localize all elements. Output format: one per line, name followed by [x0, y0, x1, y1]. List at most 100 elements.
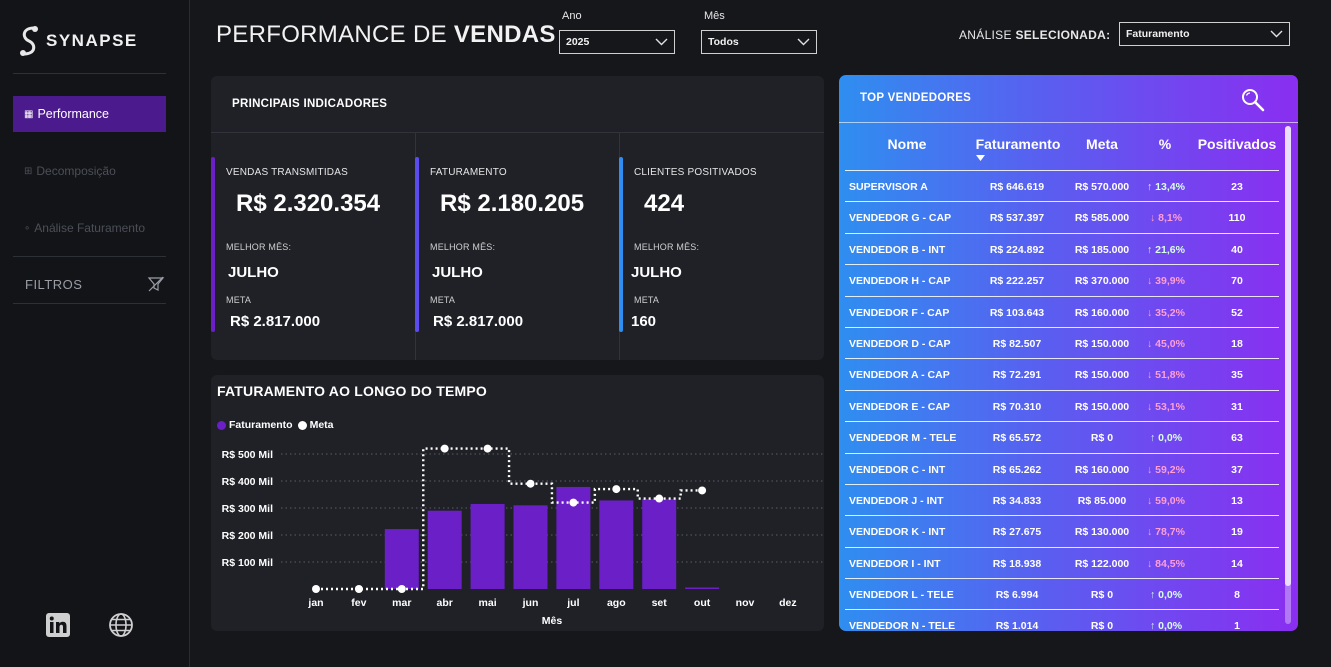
kpi-best-value: JULHO: [228, 264, 279, 281]
y-tick-label: R$ 400 Mil: [222, 476, 273, 488]
table-row[interactable]: VENDEDOR C - INT R$ 65.262 R$ 160.000 ↓ 59,…: [845, 452, 1279, 484]
table-row[interactable]: VENDEDOR K - INT R$ 27.675 R$ 130.000 ↓ 78,…: [845, 515, 1279, 546]
legend-item-meta[interactable]: Meta: [297, 419, 334, 431]
bar-abr[interactable]: [427, 510, 462, 589]
cell-positivados: 13: [1231, 494, 1243, 507]
table-row[interactable]: VENDEDOR M - TELE R$ 65.572 R$ 0 ↑ 0,0% 63: [845, 421, 1279, 452]
column-header-nome[interactable]: Nome: [887, 136, 927, 152]
cell-name: VENDEDOR J - INT: [849, 494, 944, 507]
kpi-panel-title: PRINCIPAIS INDICADORES: [232, 98, 388, 110]
kpi-card-vendas: VENDAS TRANSMITIDAS R$ 2.320.354 MELHOR …: [211, 157, 411, 332]
kpi-value: R$ 2.180.205: [440, 190, 585, 217]
table-row[interactable]: VENDEDOR B - INT R$ 224.892 R$ 185.000 ↑ 21…: [845, 232, 1279, 264]
cell-pct: ↑ 21,6%: [1147, 243, 1185, 256]
cell-pct: ↓ 8,1%: [1149, 212, 1183, 225]
sidebar-item-analise-faturamento[interactable]: ∘ Análise Faturamento: [13, 210, 166, 246]
bar-out[interactable]: [685, 587, 720, 590]
column-header-pct[interactable]: %: [1158, 136, 1172, 152]
bar-mar[interactable]: [384, 529, 419, 589]
kpi-meta-value: 160: [631, 313, 657, 330]
analysis-select[interactable]: Faturamento: [1119, 22, 1290, 46]
table-row[interactable]: VENDEDOR A - CAP R$ 72.291 R$ 150.000 ↓ 51,…: [845, 358, 1279, 389]
cell-faturamento: R$ 6.994: [995, 589, 1039, 602]
linkedin-icon[interactable]: [45, 612, 71, 638]
table-row[interactable]: VENDEDOR J - INT R$ 34.833 R$ 85.000 ↓ 59,0…: [845, 483, 1279, 515]
meta-point-jun[interactable]: [526, 479, 535, 488]
column-header-faturamento[interactable]: Faturamento: [975, 136, 1061, 152]
kpi-best-value: JULHO: [631, 264, 682, 281]
x-tick-label: set: [652, 597, 668, 609]
year-filter-label: Ano: [562, 10, 582, 22]
month-filter-label: Mês: [704, 10, 725, 22]
x-tick-label: fev: [351, 597, 366, 609]
table-row[interactable]: VENDEDOR E - CAP R$ 70.310 R$ 150.000 ↓ 53,…: [845, 389, 1279, 421]
meta-point-abr[interactable]: [440, 444, 449, 453]
bar-jun[interactable]: [513, 505, 548, 589]
cell-pct: ↑ 0,0%: [1149, 620, 1183, 631]
kpi-label: CLIENTES POSITIVADOS: [634, 167, 757, 178]
table-row[interactable]: VENDEDOR D - CAP R$ 82.507 R$ 150.000 ↓ 45,…: [845, 326, 1279, 358]
cell-pct: ↑ 13,4%: [1147, 181, 1185, 193]
meta-point-jul[interactable]: [569, 498, 578, 507]
table-row[interactable]: VENDEDOR I - INT R$ 18.938 R$ 122.000 ↓ 84,…: [845, 546, 1279, 578]
sidebar-item-decomposicao[interactable]: ⊞ Decomposição: [13, 153, 166, 189]
month-select[interactable]: Todos: [701, 30, 817, 54]
cell-positivados: 40: [1231, 243, 1243, 256]
table-scroll-thumb[interactable]: [1285, 126, 1291, 586]
analysis-label-bold: SELECIONADA:: [1015, 28, 1111, 42]
meta-point-out[interactable]: [698, 486, 707, 495]
year-select[interactable]: 2025: [559, 30, 675, 54]
cell-meta: R$ 0: [1090, 432, 1114, 445]
table-row[interactable]: VENDEDOR N - TELE R$ 1.014 R$ 0 ↑ 0,0% 1: [845, 609, 1279, 631]
kpi-card-clientes: CLIENTES POSITIVADOS 424 MELHOR MÊS: JUL…: [619, 157, 819, 332]
cell-faturamento: R$ 222.257: [989, 275, 1045, 288]
meta-point-set[interactable]: [655, 494, 664, 503]
cell-positivados: 31: [1231, 400, 1243, 413]
page-title: PERFORMANCE DE VENDAS: [216, 21, 556, 49]
sidebar-item-label: Decomposição: [36, 164, 116, 178]
table-scrollbar[interactable]: [1285, 126, 1291, 624]
legend-item-faturamento[interactable]: Faturamento: [217, 419, 293, 431]
legend-label: Faturamento: [229, 419, 293, 431]
cell-positivados: 63: [1231, 432, 1243, 445]
table-row[interactable]: SUPERVISOR A R$ 646.619 R$ 570.000 ↑ 13,4% 2…: [845, 170, 1279, 201]
sidebar: SYNAPSE ▦ Performance ⊞ Decomposição ∘ A…: [0, 0, 190, 667]
table-row[interactable]: VENDEDOR H - CAP R$ 222.257 R$ 370.000 ↓ 39…: [845, 264, 1279, 295]
cell-positivados: 35: [1231, 369, 1243, 382]
cell-positivados: 1: [1234, 620, 1240, 631]
sidebar-item-performance[interactable]: ▦ Performance: [13, 96, 166, 132]
chart-legend: Faturamento Meta: [217, 419, 339, 431]
tree-icon: ⊞: [24, 165, 33, 177]
cell-name: VENDEDOR G - CAP: [849, 212, 952, 225]
globe-icon[interactable]: [108, 612, 134, 638]
cell-pct: ↓ 59,2%: [1147, 463, 1185, 476]
table-row[interactable]: VENDEDOR F - CAP R$ 103.643 R$ 160.000 ↓ 35…: [845, 295, 1279, 327]
cell-positivados: 18: [1231, 337, 1243, 350]
y-tick-label: R$ 500 Mil: [222, 449, 273, 461]
kpi-best-label: MELHOR MÊS:: [634, 242, 700, 252]
analysis-label-light: ANÁLISE: [959, 28, 1016, 42]
cell-pct: ↓ 35,2%: [1147, 306, 1185, 319]
table-row[interactable]: VENDEDOR G - CAP R$ 537.397 R$ 585.000 ↓ 8,…: [845, 201, 1279, 232]
meta-point-fev[interactable]: [354, 585, 363, 593]
clear-filter-icon[interactable]: [147, 275, 165, 293]
table-row[interactable]: VENDEDOR L - TELE R$ 6.994 R$ 0 ↑ 0,0% 8: [845, 578, 1279, 609]
cell-meta: R$ 150.000: [1074, 400, 1130, 413]
bar-ago[interactable]: [599, 500, 634, 589]
chart-panel: FATURAMENTO AO LONGO DO TEMPO Faturament…: [211, 375, 824, 631]
search-icon[interactable]: [1240, 87, 1266, 113]
meta-point-mai[interactable]: [483, 444, 492, 453]
meta-point-jan[interactable]: [312, 585, 320, 593]
kpi-meta-label: META: [226, 295, 252, 305]
meta-point-mar[interactable]: [397, 585, 406, 593]
column-header-positivados[interactable]: Positivados: [1197, 136, 1277, 152]
kpi-best-value: JULHO: [432, 264, 483, 281]
bar-mai[interactable]: [470, 503, 505, 589]
cell-pct: ↓ 51,8%: [1147, 369, 1185, 382]
column-header-meta[interactable]: Meta: [1086, 136, 1118, 152]
legend-swatch: [297, 420, 307, 430]
cell-faturamento: R$ 34.833: [992, 494, 1042, 507]
bar-set[interactable]: [642, 499, 677, 589]
chevron-down-icon: [1270, 30, 1283, 38]
meta-point-ago[interactable]: [612, 485, 621, 494]
